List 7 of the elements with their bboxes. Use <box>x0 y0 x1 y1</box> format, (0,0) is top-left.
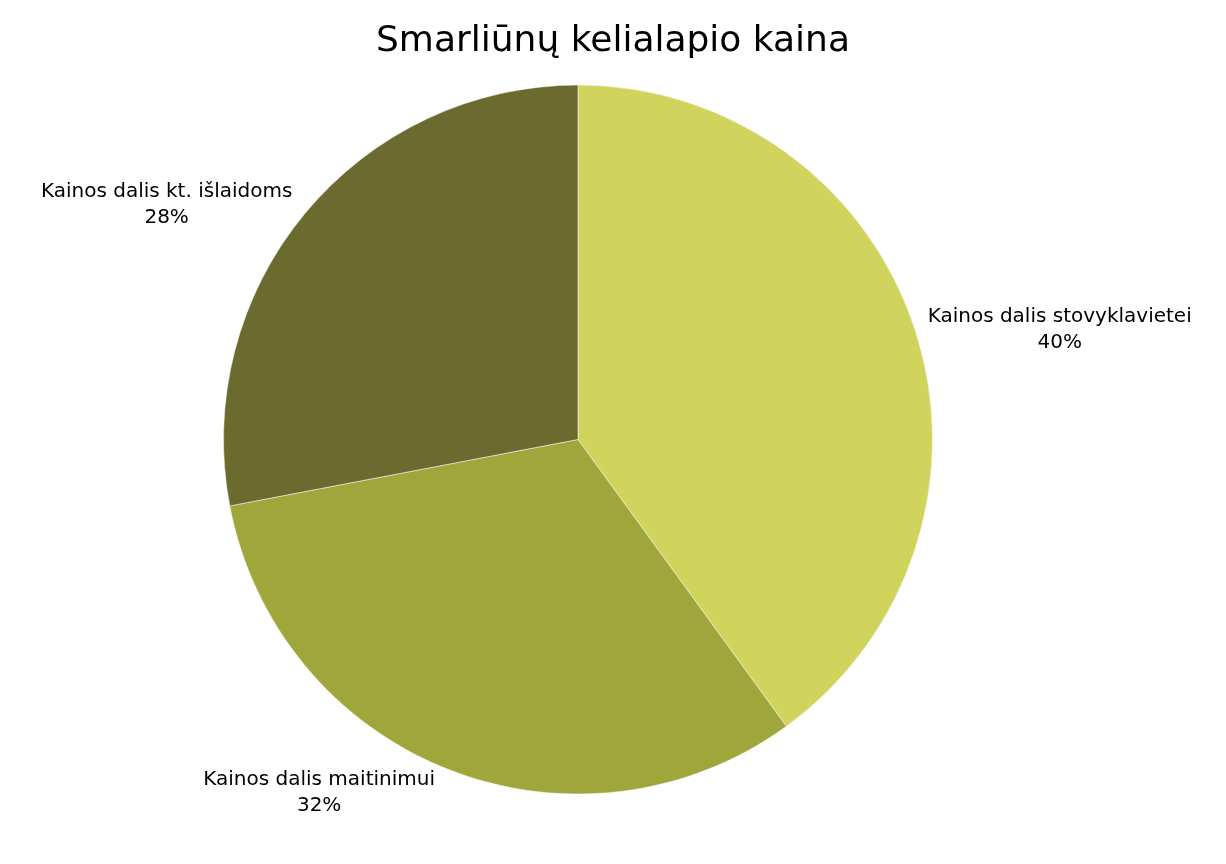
slice-label: Kainos dalis stovyklavietei <box>927 302 1192 327</box>
data-label: 40% <box>1037 328 1082 353</box>
data-label: 32% <box>296 791 342 816</box>
slice-label: Kainos dalis maitinimui <box>203 765 435 790</box>
chart-title: Smarliūnų kelialapio kaina <box>376 18 850 60</box>
data-label: 28% <box>144 204 189 229</box>
slice-label: Kainos dalis kt. išlaidoms <box>40 178 293 203</box>
